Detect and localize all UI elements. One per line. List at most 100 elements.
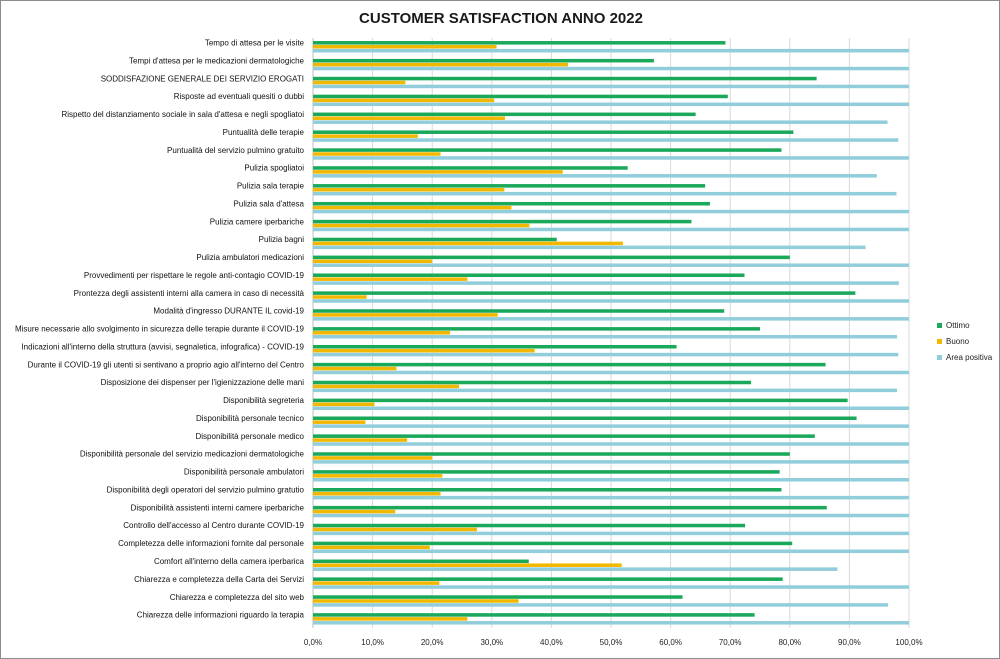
bar-area-positiva	[313, 48, 909, 53]
category-labels: Tempo di attesa per le visite Tempi d'att…	[15, 39, 305, 620]
bar-ottimo	[313, 237, 557, 242]
bar-area-positiva	[313, 138, 899, 142]
bar-ottimo	[313, 148, 782, 152]
bar-area-positiva	[313, 102, 909, 107]
bar-ottimo	[313, 166, 628, 170]
bar-area-positiva	[313, 406, 909, 411]
bar-ottimo	[313, 255, 790, 260]
bar-area-positiva	[313, 495, 909, 500]
bar-area-positiva	[313, 66, 909, 71]
bar-area-positiva	[313, 299, 909, 303]
x-axis-ticks: 0,0% 10,0% 20,0% 30,0% 40,0% 50,0% 60,0% 70,0% 8…	[304, 638, 923, 647]
legend-swatch-area-positiva	[937, 355, 942, 360]
x-tick-label: 40,0%	[540, 638, 563, 647]
bar-ottimo	[313, 452, 790, 456]
x-tick-label: 60,0%	[659, 638, 682, 647]
category-label: Disponibilità personale ambulatori	[184, 468, 304, 477]
category-label: Provvedimenti per rispettare le regole a…	[84, 271, 305, 280]
bar-area-positiva	[313, 120, 888, 124]
bar-ottimo	[313, 523, 746, 528]
bar-buono	[313, 420, 366, 424]
legend-label: Buono	[946, 337, 970, 346]
category-label: Chiarezza delle informazioni riguardo la…	[137, 611, 305, 620]
bar-area-positiva	[313, 567, 838, 571]
bar-area-positiva	[313, 531, 909, 536]
bar-ottimo	[313, 416, 857, 421]
bar-ottimo	[313, 344, 677, 349]
category-label: Puntualità del servizio pulmino gratuito	[167, 146, 305, 155]
bar-ottimo	[313, 130, 794, 134]
category-label: Chiarezza e completezza della Carta dei …	[134, 575, 304, 584]
category-label: Disposizione dei dispenser per l'igieniz…	[101, 378, 305, 387]
bar-area-positiva	[313, 281, 899, 285]
legend-label: Ottimo	[946, 321, 970, 330]
category-label: Controllo dell'accesso al Centro durante…	[123, 521, 304, 530]
bar-ottimo	[313, 380, 752, 385]
bar-buono	[313, 331, 451, 335]
bar-buono	[313, 188, 505, 192]
bar-buono	[313, 277, 468, 281]
bar-buono	[313, 456, 433, 460]
category-label: Pulizia spogliatoi	[244, 164, 304, 173]
bar-area-positiva	[313, 621, 909, 625]
x-tick-label: 20,0%	[421, 638, 444, 647]
bar-area-positiva	[313, 370, 909, 375]
x-tick-label: 0,0%	[304, 638, 322, 647]
bar-area-positiva	[313, 317, 909, 321]
category-label: Completezza delle informazioni fornite d…	[118, 539, 304, 548]
category-label: Rispetto del distanziamento sociale in s…	[61, 110, 304, 119]
bar-ottimo	[313, 219, 692, 224]
bar-area-positiva	[313, 227, 909, 232]
bar-area-positiva	[313, 603, 889, 607]
category-label: Disponibilità personale del servizio med…	[80, 450, 305, 459]
bar-buono	[313, 563, 622, 567]
bar-buono	[313, 313, 498, 317]
bar-buono	[313, 617, 468, 621]
bar-buono	[313, 491, 441, 496]
bar-ottimo	[313, 309, 725, 313]
bar-buono	[313, 599, 519, 603]
bar-area-positiva	[313, 549, 909, 554]
x-tick-label: 50,0%	[600, 638, 623, 647]
bar-ottimo	[313, 488, 782, 492]
bar-area-positiva	[313, 209, 909, 214]
bar-ottimo	[313, 613, 755, 617]
bar-ottimo	[313, 595, 683, 599]
category-label: Pulizia ambulatori medicazioni	[196, 253, 304, 262]
category-label: Tempi d'attesa per le medicazioni dermat…	[129, 56, 305, 65]
bar-buono	[313, 205, 512, 210]
x-tick-label: 100,0%	[895, 638, 922, 647]
bar-ottimo	[313, 94, 728, 99]
bar-ottimo	[313, 58, 654, 63]
bar-buono	[313, 581, 440, 585]
bar-area-positiva	[313, 84, 909, 89]
x-tick-label: 70,0%	[719, 638, 742, 647]
category-label: Disponibilità personale tecnico	[196, 414, 305, 423]
category-label: Puntualità delle terapie	[223, 128, 305, 137]
category-label: Modalità d'ingresso DURANTE IL covid-19	[153, 307, 304, 316]
bar-buono	[313, 474, 443, 478]
bar-area-positiva	[313, 156, 909, 160]
category-label: Disponibilità personale medico	[195, 432, 304, 441]
bar-area-positiva	[313, 245, 866, 250]
category-label: Pulizia sala terapie	[237, 182, 305, 191]
bar-ottimo	[313, 184, 706, 188]
bar-area-positiva	[313, 442, 909, 446]
bar-ottimo	[313, 201, 710, 206]
category-label: Disponibilità assistenti interni camere …	[131, 503, 305, 512]
x-tick-label: 10,0%	[361, 638, 384, 647]
bar-area-positiva	[313, 352, 899, 357]
x-tick-label: 80,0%	[778, 638, 801, 647]
bar-buono	[313, 348, 535, 353]
bar-ottimo	[313, 327, 760, 331]
bar-area-positiva	[313, 263, 909, 267]
bar-buono	[313, 384, 460, 389]
bar-buono	[313, 366, 397, 371]
category-label: Pulizia sala d'attesa	[234, 199, 305, 208]
legend: Ottimo Buono Area positiva	[937, 321, 993, 362]
chart-title: CUSTOMER SATISFACTION ANNO 2022	[359, 10, 643, 27]
category-label: Misure necessarie allo svolgimento in si…	[15, 325, 305, 334]
category-label: Risposte ad eventuali quesiti o dubbi	[174, 92, 305, 101]
legend-label: Area positiva	[946, 353, 993, 362]
